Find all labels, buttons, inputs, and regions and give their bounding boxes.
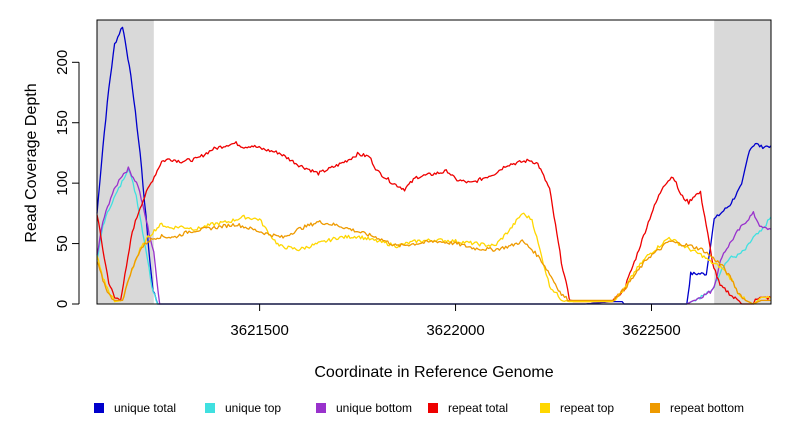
legend-label: repeat total — [448, 401, 508, 415]
legend-label: unique bottom — [336, 401, 412, 415]
legend-swatch — [428, 403, 438, 413]
series-lines — [96, 26, 772, 305]
legend-label: unique top — [225, 401, 281, 415]
legend-swatch — [205, 403, 215, 413]
y-tick-label: 100 — [54, 171, 71, 196]
x-tick-label: 3622500 — [622, 322, 680, 339]
x-axis: 3621500 3622000 3622500 — [230, 304, 681, 339]
legend-swatch — [540, 403, 550, 413]
series-line-unique-bottom — [96, 166, 772, 305]
x-axis-title: Coordinate in Reference Genome — [314, 364, 553, 381]
legend-label: repeat top — [560, 401, 614, 415]
plot-frame — [96, 19, 772, 305]
series-line-repeat-top — [96, 212, 772, 305]
y-tick-label: 150 — [54, 110, 71, 135]
legend-swatch — [94, 403, 104, 413]
series-line-unique-top — [96, 168, 772, 305]
legend: unique total unique top unique bottom repea… — [94, 401, 744, 415]
legend-swatch — [650, 403, 660, 413]
y-axis-title: Read Coverage Depth — [23, 83, 40, 242]
legend-swatch — [316, 403, 326, 413]
series-line-unique-total — [96, 26, 772, 305]
y-tick-label: 50 — [54, 235, 71, 252]
shaded-region — [714, 20, 771, 304]
series-line-repeat-bottom — [96, 220, 771, 305]
y-tick-label: 0 — [54, 300, 71, 308]
y-tick-label: 200 — [54, 50, 71, 75]
x-tick-label: 3622000 — [426, 322, 484, 339]
shaded-region — [97, 20, 154, 304]
series-line-repeat-total — [96, 141, 772, 305]
legend-label: unique total — [114, 401, 176, 415]
shaded-regions — [97, 20, 771, 304]
legend-label: repeat bottom — [670, 401, 744, 415]
x-tick-label: 3621500 — [230, 322, 288, 339]
y-axis: 0 50 100 150 200 — [54, 50, 80, 308]
